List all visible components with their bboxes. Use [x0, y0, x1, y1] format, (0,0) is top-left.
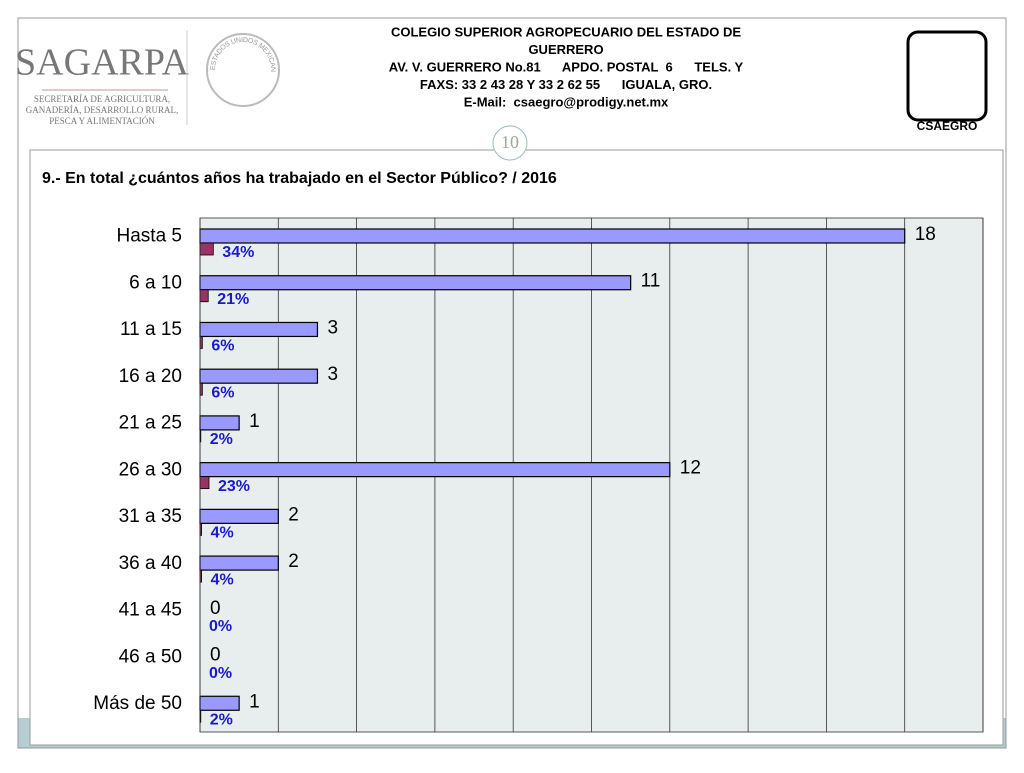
value-label: 3	[327, 364, 338, 385]
institution-line: COLEGIO SUPERIOR AGROPECUARIO DEL ESTADO…	[391, 24, 741, 39]
institution-header: COLEGIO SUPERIOR AGROPECUARIO DEL ESTADO…	[389, 24, 744, 109]
plot-border	[199, 217, 984, 733]
bar	[199, 695, 240, 711]
bar	[199, 368, 319, 384]
value-label: 2	[288, 504, 299, 525]
bar	[199, 321, 319, 338]
page-number-badge	[492, 125, 528, 161]
bar	[199, 508, 279, 524]
value-label: 0	[210, 645, 221, 666]
bar	[199, 275, 632, 291]
value-label: 18	[915, 224, 936, 245]
value-label: 0	[210, 598, 221, 619]
y-tick-label: Más de 50	[93, 693, 182, 714]
y-tick-label: 6 a 10	[129, 272, 182, 293]
value-label: 0%	[209, 618, 232, 635]
y-tick-label: 31 a 35	[119, 506, 182, 527]
value-label: 0%	[209, 665, 232, 682]
bar	[199, 289, 209, 303]
csaegro-shield	[906, 30, 988, 122]
value-label: 34%	[222, 244, 254, 261]
y-tick-label: 36 a 40	[119, 553, 182, 574]
value-label: 2%	[210, 711, 233, 728]
y-tick-label: 11 a 15	[120, 319, 182, 340]
sagarpa-logo: SAGARPA	[15, 42, 189, 84]
value-label: 2	[288, 551, 299, 572]
value-label: 23%	[218, 478, 250, 495]
bar	[199, 476, 210, 490]
institution-line: E-Mail: csaegro@prodigy.net.mx	[464, 94, 669, 109]
institution-line: FAXS: 33 2 43 28 Y 33 2 62 55 IGUALA, GR…	[420, 77, 712, 92]
sagarpa-sub: PESCA Y ALIMENTACIÓN	[49, 116, 155, 126]
page-number: 10	[501, 132, 519, 152]
y-tick-label: 16 a 20	[119, 366, 182, 387]
bar	[199, 228, 906, 244]
value-label: 12	[680, 458, 701, 479]
sagarpa-sub: SECRETARÍA DE AGRICULTURA,	[34, 94, 170, 104]
sagarpa-sub: GANADERÍA, DESARROLLO RURAL,	[26, 105, 179, 115]
value-label: 6%	[211, 384, 234, 401]
value-label: 3	[327, 317, 338, 338]
value-label: 1	[249, 411, 260, 432]
seal	[206, 33, 280, 107]
y-tick-label: 41 a 45	[119, 600, 182, 621]
value-label: 6%	[211, 338, 234, 355]
value-label: 4%	[211, 525, 234, 542]
y-tick-label: Hasta 5	[117, 226, 182, 247]
y-tick-label: 26 a 30	[119, 459, 182, 480]
y-tick-label: 46 a 50	[119, 646, 182, 667]
bar	[199, 242, 214, 256]
value-label: 21%	[217, 291, 249, 308]
institution-line: GUERRERO	[528, 42, 603, 57]
institution-line: AV. V. GUERRERO No.81 APDO. POSTAL 6 TEL…	[389, 59, 744, 74]
csaegro-label: CSAEGRO	[917, 119, 978, 133]
bar	[199, 555, 279, 571]
value-label: 1	[249, 691, 260, 712]
chart-title: 9.- En total ¿cuántos años ha trabajado …	[42, 170, 557, 187]
value-label: 2%	[210, 431, 233, 448]
value-label: 11	[641, 271, 661, 292]
bar	[199, 415, 240, 431]
bar	[199, 462, 671, 478]
value-label: 4%	[211, 571, 234, 588]
y-tick-label: 21 a 25	[119, 413, 182, 434]
